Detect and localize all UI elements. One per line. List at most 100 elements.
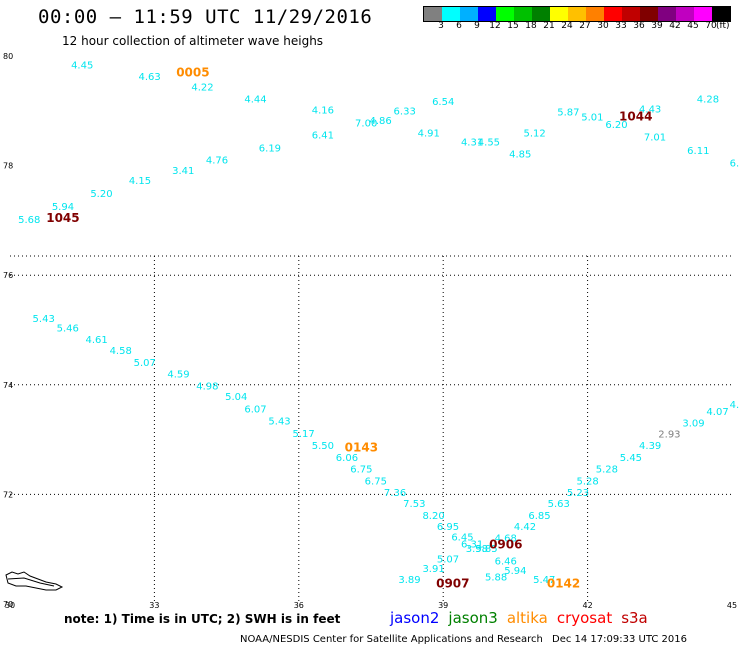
legend-swatch <box>694 7 712 21</box>
wave-height-value: 5.43 <box>33 314 55 325</box>
wave-height-value: 7.01 <box>644 132 666 143</box>
wave-height-value: 4.42 <box>514 522 536 533</box>
wave-height-value: 4.98 <box>196 382 218 393</box>
x-tick-label: 42 <box>583 601 593 610</box>
wave-height-value: 4.63 <box>138 72 160 83</box>
legend-swatch <box>586 7 604 21</box>
legend-tick-label: 45 <box>687 21 699 31</box>
wave-height-value: 4.55 <box>478 137 500 148</box>
y-tick-label: 74 <box>3 381 13 390</box>
wave-height-value: 5.07 <box>437 554 459 565</box>
legend-tick-label: 3 <box>438 21 444 31</box>
legend-swatch <box>604 7 622 21</box>
wave-height-value: 5.23 <box>567 488 589 499</box>
wave-height-value: 5.94 <box>52 202 74 213</box>
pass-time-label: 0005 <box>176 65 209 79</box>
wave-height-value: 5.43 <box>268 416 290 427</box>
y-tick-label: 80 <box>3 52 13 61</box>
legend-tick-label: 33 <box>615 21 627 31</box>
wave-height-value: 7.53 <box>403 499 425 510</box>
wave-height-value: 6.46 <box>495 557 517 568</box>
x-tick-label: 45 <box>727 601 737 610</box>
footer-timestamp: Dec 14 17:09:33 UTC 2016 <box>552 634 687 645</box>
wave-height-value: 5.50 <box>312 441 334 452</box>
x-tick-label: 30 <box>5 601 15 610</box>
legend-tick-label: 12 <box>489 21 501 31</box>
wave-height-value: 7.36 <box>384 488 406 499</box>
wave-height-value: 4.43 <box>639 104 661 115</box>
pass-time-label: 0907 <box>436 577 469 591</box>
wave-height-value: 6.85 <box>528 511 550 522</box>
wave-height-value: 6.41 <box>312 131 334 142</box>
satellite-legend: jason2 jason3 altika cryosat s3a <box>390 609 657 627</box>
wave-height-value: 7.00 <box>355 119 377 130</box>
pass-time-label: 0906 <box>489 538 522 552</box>
wave-height-value: 6.11 <box>687 146 709 157</box>
legend-tick-label: 39 <box>651 21 663 31</box>
y-tick-label: 72 <box>3 490 13 499</box>
legend-swatch <box>676 7 694 21</box>
wave-height-value: 4.15 <box>129 176 151 187</box>
wave-height-value: 5.28 <box>576 477 598 488</box>
legend-tick-label: 70 <box>705 21 717 31</box>
wave-height-value: 3.41 <box>172 166 194 177</box>
legend-swatch <box>496 7 514 21</box>
wave-height-value: 6.45 <box>451 532 473 543</box>
legend-tick-label: 30 <box>597 21 609 31</box>
legend-tick-label: 27 <box>579 21 591 31</box>
wave-height-value: 6.31 <box>461 540 483 551</box>
wave-height-value: 5.20 <box>90 189 112 200</box>
wave-height-value: 4.68 <box>495 534 517 545</box>
legend-swatch <box>712 7 730 21</box>
page-subtitle: 12 hour collection of altimeter wave hei… <box>62 34 324 48</box>
satellite-jason3: jason3 <box>448 609 498 627</box>
wave-height-value: 6. <box>730 159 740 170</box>
x-tick-label: 33 <box>149 601 159 610</box>
wave-height-value: 6.06 <box>336 453 358 464</box>
wave-height-value: 4. <box>730 400 740 411</box>
wave-height-value: 6.20 <box>605 120 627 131</box>
legend-tick-label: 18 <box>525 21 537 31</box>
legend-swatch <box>514 7 532 21</box>
wave-height-value: 6.54 <box>432 97 454 108</box>
pass-time-label: 0143 <box>345 441 378 455</box>
legend-swatch <box>658 7 676 21</box>
pass-time-label: 0142 <box>547 577 580 591</box>
wave-height-value: 5.87 <box>557 108 579 119</box>
wave-height-value: 5.01 <box>581 113 603 124</box>
wave-height-value: 4.31 <box>461 137 483 148</box>
wave-height-value: 4.91 <box>418 129 440 140</box>
color-scale-unit: (ft) <box>716 21 730 31</box>
wave-height-value: 4.76 <box>206 155 228 166</box>
pass-time-labels: 0005 1044 1045 0143 0906 0907 0142 <box>46 65 652 590</box>
wave-height-value: 8.20 <box>422 511 444 522</box>
wave-height-value: 6.75 <box>365 477 387 488</box>
wave-height-value: 5.45 <box>620 453 642 464</box>
y-tick-label: 78 <box>3 162 13 171</box>
wave-height-value: 5.28 <box>596 464 618 475</box>
footer-credit: NOAA/NESDIS Center for Satellite Applica… <box>240 634 543 645</box>
wave-height-value: 4.28 <box>697 95 719 106</box>
wave-height-value: 4.85 <box>509 149 531 160</box>
legend-swatch <box>442 7 460 21</box>
page-title: 00:00 – 11:59 UTC 11/29/2016 <box>38 6 373 28</box>
wave-height-value: 6.75 <box>350 464 372 475</box>
wave-height-value: 5.04 <box>225 392 247 403</box>
wave-height-value: 4.58 <box>110 346 132 357</box>
x-tick-label: 36 <box>294 601 304 610</box>
legend-swatch <box>568 7 586 21</box>
color-scale-labels: 3 6 9 12 15 18 21 24 27 30 33 36 39 42 45 70 <box>423 21 740 35</box>
wave-height-value: 5.85 <box>475 544 497 555</box>
legend-swatch <box>532 7 550 21</box>
wave-height-value: 5.63 <box>548 499 570 510</box>
wave-height-value: 4.39 <box>639 441 661 452</box>
legend-tick-label: 24 <box>561 21 573 31</box>
legend-swatch <box>478 7 496 21</box>
legend-tick-label: 15 <box>507 21 519 31</box>
legend-swatch <box>460 7 478 21</box>
legend-tick-label: 9 <box>474 21 480 31</box>
coastline-fragment <box>5 571 64 591</box>
legend-swatch <box>640 7 658 21</box>
legend-swatch <box>550 7 568 21</box>
